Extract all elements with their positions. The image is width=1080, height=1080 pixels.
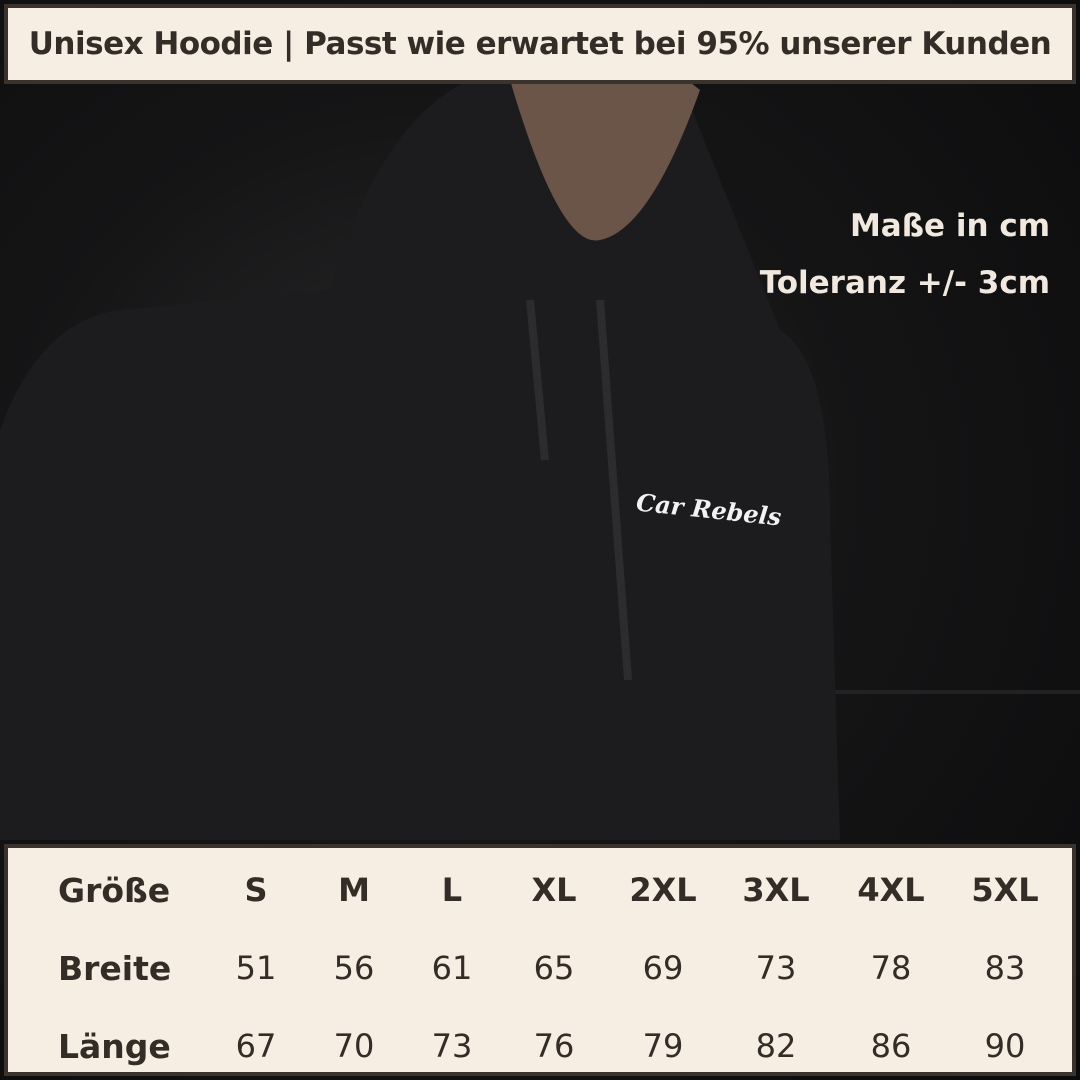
page-title: Unisex Hoodie | Passt wie erwartet bei 9… — [28, 26, 1052, 62]
size-cell: 3XL — [742, 871, 810, 909]
value-cell: 65 — [533, 949, 575, 987]
size-cell: S — [244, 871, 268, 909]
size-cell: XL — [531, 871, 577, 909]
drawstrings — [526, 299, 632, 681]
value-cell: 83 — [984, 949, 1026, 987]
units-note: Maße in cm — [849, 208, 1050, 244]
value-cell: 76 — [533, 1027, 575, 1065]
value-cell: 51 — [235, 949, 277, 987]
face-shape — [510, 54, 700, 241]
value-cell: 73 — [755, 949, 797, 987]
value-cell: 79 — [642, 1027, 684, 1065]
value-cell: 56 — [333, 949, 375, 987]
value-cell: 70 — [333, 1027, 375, 1065]
size-cell: M — [338, 871, 370, 909]
length-row: Länge 67 70 73 76 79 82 86 90 — [8, 1016, 1072, 1076]
value-cell: 78 — [870, 949, 912, 987]
value-cell: 90 — [984, 1027, 1026, 1065]
value-cell: 82 — [755, 1027, 797, 1065]
value-cell: 61 — [431, 949, 473, 987]
value-cell: 73 — [431, 1027, 473, 1065]
size-cell: 5XL — [971, 871, 1039, 909]
row-label: Breite — [58, 948, 172, 988]
value-cell: 69 — [642, 949, 684, 987]
value-cell: 86 — [870, 1027, 912, 1065]
size-cell: L — [441, 871, 463, 909]
title-banner: Unisex Hoodie | Passt wie erwartet bei 9… — [4, 4, 1076, 84]
row-label: Länge — [58, 1026, 171, 1066]
size-cell: 4XL — [857, 871, 925, 909]
width-row: Breite 51 56 61 65 69 73 78 83 — [8, 938, 1072, 998]
row-label: Größe — [58, 870, 171, 910]
hoodie-shape — [0, 60, 840, 840]
tolerance-note: Toleranz +/- 3cm — [759, 265, 1050, 301]
size-table: Größe S M L XL 2XL 3XL 4XL 5XL Breite 51… — [4, 844, 1076, 1076]
size-cell: 2XL — [629, 871, 697, 909]
size-header-row: Größe S M L XL 2XL 3XL 4XL 5XL — [8, 860, 1072, 920]
value-cell: 67 — [235, 1027, 277, 1065]
